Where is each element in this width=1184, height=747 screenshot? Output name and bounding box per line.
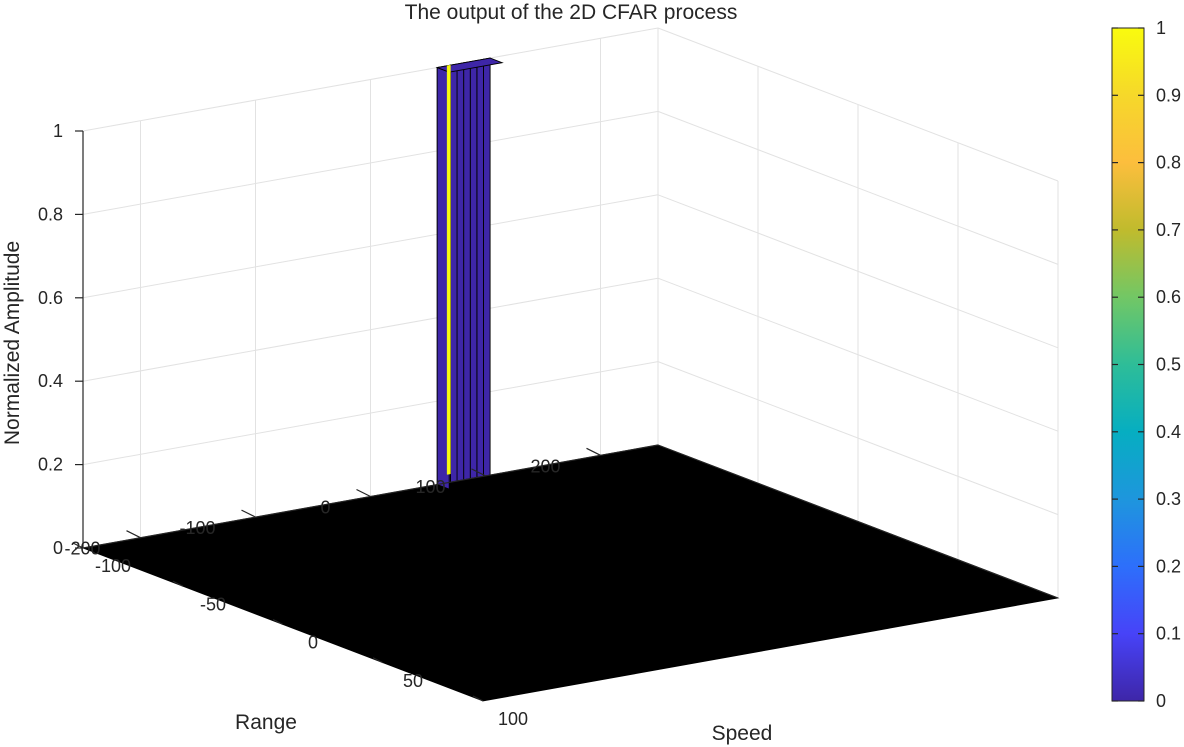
colorbar-tick-label: 0.4 — [1156, 422, 1181, 442]
x-axis-line — [657, 444, 1059, 599]
colorbar-tick-label: 0.2 — [1156, 556, 1181, 576]
chart-title: The output of the 2D CFAR process — [405, 1, 738, 24]
x-tick-label: 100 — [498, 709, 528, 729]
y-tick-mark — [356, 488, 371, 498]
y-tick-label: -200 — [64, 539, 100, 559]
peak-side-strip — [449, 63, 458, 483]
x-tick-label: -100 — [95, 556, 131, 576]
colorbar-tick-label: 0.6 — [1156, 287, 1181, 307]
surface-floor — [81, 444, 1060, 702]
x-tick-mark — [372, 657, 384, 664]
z-tick-label: 0.4 — [38, 371, 63, 391]
peak-side-strip — [483, 57, 491, 477]
x-axis-title: Speed — [712, 722, 773, 745]
peak-side-strip — [469, 59, 478, 480]
colorbar: 0 0.1 0.2 0.3 0.4 0.5 0.6 0.7 0.8 0.9 1 — [1111, 18, 1181, 711]
colorbar-tick-label: 0.8 — [1156, 153, 1181, 173]
y-tick-label: -100 — [179, 518, 215, 538]
z-tick-label: 0.2 — [38, 455, 63, 475]
colorbar-tick-label: 1 — [1156, 18, 1166, 38]
peak-side-strip — [463, 61, 471, 481]
z-tick-label: 0.8 — [38, 204, 63, 224]
y-axis-title: Range — [235, 711, 297, 734]
peak-highlight-strip — [446, 64, 451, 475]
x-tick-mark — [172, 580, 184, 587]
tick-label-layer: 00.20.40.60.81-200-1000100200-100-500501… — [38, 121, 561, 729]
z-tick-label: 0 — [53, 538, 63, 558]
y-tick-label: 200 — [530, 456, 560, 476]
x-tick-mark — [472, 695, 484, 702]
colorbar-tick-label: 0.7 — [1156, 220, 1181, 240]
colorbar-tick-label: 0.9 — [1156, 85, 1181, 105]
y-tick-mark — [471, 468, 486, 477]
colorbar-tick-label: 0 — [1156, 691, 1166, 711]
colorbar-tick-label: 0.1 — [1156, 624, 1181, 644]
z-tick-label: 0.6 — [38, 288, 63, 308]
y-tick-label: 100 — [415, 477, 445, 497]
x-tick-mark — [72, 542, 84, 549]
peak-side-strip — [456, 62, 465, 482]
axis-layer — [72, 130, 1059, 702]
x-tick-label: 50 — [403, 671, 423, 691]
x-tick-mark — [272, 618, 284, 626]
x-tick-label: 0 — [308, 633, 318, 653]
colorbar-ticks: 0 0.1 0.2 0.3 0.4 0.5 0.6 0.7 0.8 0.9 1 — [1112, 18, 1181, 711]
surface-floor-layer — [81, 444, 1060, 702]
y-tick-mark — [126, 530, 141, 539]
y-tick-mark — [241, 509, 256, 518]
colorbar-tick-label: 0.3 — [1156, 489, 1181, 509]
y-tick-label: 0 — [320, 498, 330, 518]
colorbar-tick-label: 0.5 — [1156, 355, 1181, 375]
z-tick-label: 1 — [53, 121, 63, 141]
surface-peak-layer — [435, 57, 504, 490]
peak-side-strip — [476, 58, 484, 478]
y-tick-mark — [586, 447, 601, 456]
z-axis-title: Normalized Amplitude — [1, 241, 24, 445]
x-tick-label: -50 — [200, 594, 226, 614]
